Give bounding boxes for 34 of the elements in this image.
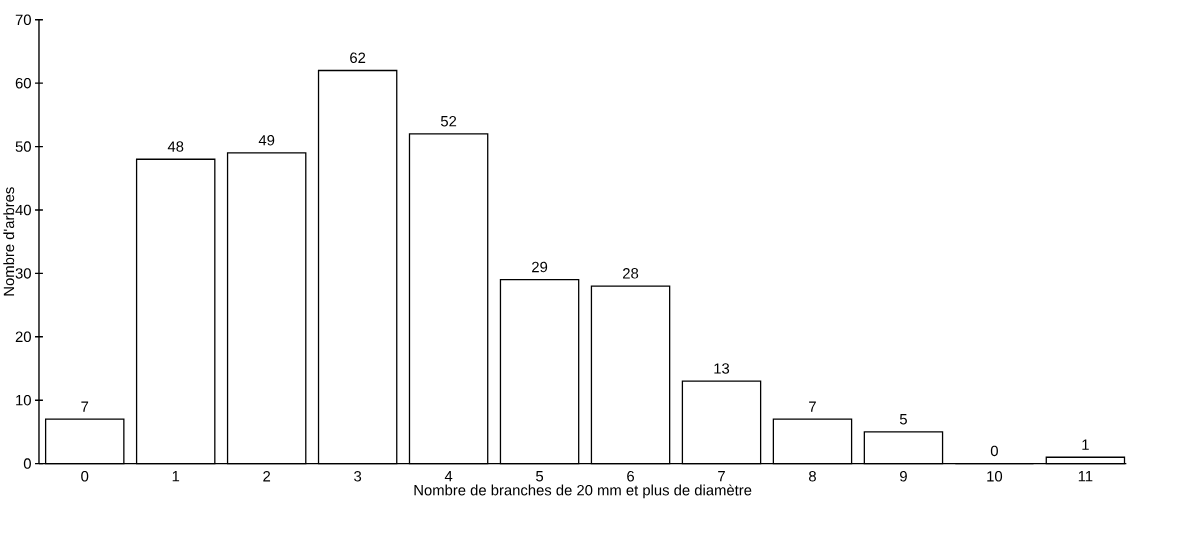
data-label: 7 bbox=[81, 401, 89, 412]
x-tick-label: 7 bbox=[718, 471, 725, 482]
x-axis-title: Nombre de branches de 20 mm et plus de diamètre bbox=[414, 484, 752, 499]
y-tick-label: 70 bbox=[15, 14, 31, 26]
data-label: 29 bbox=[532, 262, 548, 273]
data-label: 62 bbox=[350, 52, 366, 64]
y-tick-label: 60 bbox=[15, 78, 31, 89]
y-tick-label: 30 bbox=[15, 268, 31, 279]
x-tick-label: 1 bbox=[172, 471, 180, 482]
x-tick-label: 2 bbox=[263, 471, 271, 482]
x-tick-label: 0 bbox=[81, 471, 89, 482]
x-tick-label: 8 bbox=[809, 471, 816, 482]
x-tick-label: 4 bbox=[444, 471, 453, 482]
x-tick-label: 9 bbox=[900, 471, 907, 482]
y-tick-label: 50 bbox=[15, 141, 31, 153]
x-tick-label: 3 bbox=[354, 471, 362, 482]
data-label: 7 bbox=[809, 401, 816, 412]
data-label: 0 bbox=[990, 445, 998, 457]
y-tick-label: 20 bbox=[15, 331, 31, 343]
data-label: 48 bbox=[167, 141, 184, 153]
data-label: 28 bbox=[623, 268, 639, 279]
data-label: 1 bbox=[1082, 439, 1089, 451]
data-label: 5 bbox=[899, 414, 907, 425]
x-tick-label: 10 bbox=[987, 471, 1003, 482]
y-axis-title: Nombre d'arbres bbox=[3, 187, 15, 296]
data-label: 52 bbox=[440, 116, 457, 127]
data-label: 49 bbox=[258, 135, 275, 146]
x-tick-label: 5 bbox=[536, 471, 544, 482]
x-tick-label: 6 bbox=[627, 471, 635, 482]
y-tick-label: 40 bbox=[15, 204, 31, 216]
x-tick-label: 11 bbox=[1078, 471, 1093, 482]
data-label: 13 bbox=[714, 363, 730, 374]
y-tick-label: 0 bbox=[23, 458, 31, 470]
y-tick-label: 10 bbox=[16, 395, 31, 406]
